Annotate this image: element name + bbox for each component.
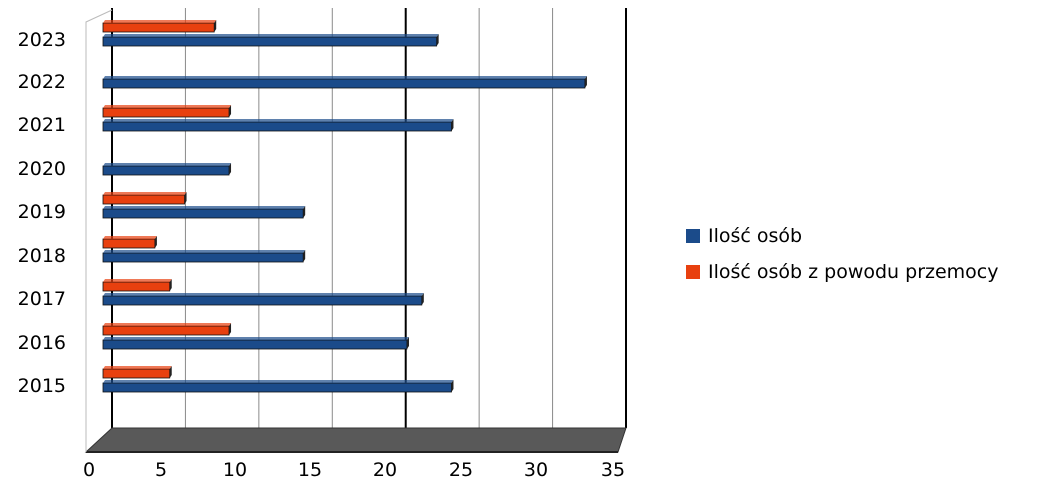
y-category-label: 2019 [18, 201, 66, 223]
x-tick-label: 35 [601, 459, 625, 481]
bar-series-1-cap [436, 34, 439, 46]
y-category-label: 2015 [18, 375, 66, 397]
legend-swatch-series-1 [686, 229, 700, 243]
bar-series-1-cap [584, 76, 587, 88]
bar-series-1 [102, 382, 452, 393]
bar-series-2-cap [169, 366, 172, 378]
bar-series-2-top [103, 236, 157, 239]
legend-item-series-1: Ilość osób [686, 218, 999, 254]
bar-series-2-top [103, 105, 232, 108]
bar-series-1-top [103, 163, 232, 166]
bar-series-1-cap [303, 206, 306, 218]
left-wall-edge [85, 9, 113, 452]
legend-item-series-2: Ilość osób z powodu przemocy [686, 254, 999, 290]
bar-series-2-cap [154, 236, 157, 248]
bar-series-2-top [103, 20, 217, 23]
bar-series-1-cap [451, 119, 454, 131]
y-category-label: 2017 [18, 288, 66, 310]
x-tick-label: 25 [449, 459, 473, 481]
bar-series-1-cap [421, 293, 424, 305]
bar-series-2 [102, 368, 171, 379]
bar-series-2 [102, 238, 156, 249]
y-category-label: 2022 [18, 71, 66, 93]
y-category-label: 2016 [18, 332, 66, 354]
x-tick-label: 0 [83, 459, 95, 481]
x-tick-label: 10 [223, 459, 247, 481]
x-tick-label: 20 [373, 459, 397, 481]
bar-series-2 [102, 22, 215, 33]
bar-series-1-top [103, 250, 306, 253]
chart-floor [84, 427, 627, 453]
bar-series-2-cap [214, 20, 217, 32]
bar-series-2 [102, 107, 230, 118]
bar-series-1 [102, 295, 423, 306]
legend-label-series-1: Ilość osób [708, 225, 803, 247]
chart-floor-slab [84, 427, 627, 453]
bar-series-2-cap [229, 105, 232, 117]
y-category-label: 2020 [18, 158, 66, 180]
bars [102, 20, 587, 393]
bar-series-1 [102, 78, 586, 89]
bar-series-1 [102, 121, 452, 132]
bar-series-1-cap [406, 337, 409, 349]
bar-series-2-top [103, 279, 172, 282]
bar-series-2-cap [184, 192, 187, 204]
bar-series-1-top [103, 34, 439, 37]
x-tick-label: 5 [155, 459, 167, 481]
y-category-label: 2023 [18, 29, 66, 51]
bar-series-1-top [103, 293, 424, 296]
bar-series-1-top [103, 337, 409, 340]
bar-series-2-cap [169, 279, 172, 291]
bar-series-2 [102, 281, 171, 292]
bar-series-2-top [103, 192, 187, 195]
bar-series-1-cap [451, 380, 454, 392]
bar-series-1 [102, 36, 438, 47]
legend-swatch-series-2 [686, 265, 700, 279]
bar-series-1-top [103, 206, 306, 209]
bar-series-1-top [103, 380, 454, 383]
bar-series-1-top [103, 119, 454, 122]
bar-series-1 [102, 339, 408, 350]
bar-series-2 [102, 325, 230, 336]
bar-series-1 [102, 208, 304, 219]
bar-series-1 [102, 252, 304, 263]
bar-series-1-cap [303, 250, 306, 262]
bar-series-1 [102, 165, 230, 176]
bar-series-2-top [103, 323, 232, 326]
legend: Ilość osób Ilość osób z powodu przemocy [686, 218, 999, 290]
axes [85, 9, 113, 452]
y-category-label: 2018 [18, 245, 66, 267]
bar-series-2 [102, 194, 185, 205]
tick-labels: 0 5 10 15 20 25 30 35 2015 2016 2017 2018 2019 2020 20… [18, 29, 625, 481]
x-tick-label: 15 [298, 459, 322, 481]
y-category-label: 2021 [18, 114, 66, 136]
bar-series-2-top [103, 366, 172, 369]
x-tick-label: 30 [524, 459, 548, 481]
bar-series-1-top [103, 76, 587, 79]
bar-series-2-cap [229, 323, 232, 335]
bar-series-1-cap [229, 163, 232, 175]
legend-label-series-2: Ilość osób z powodu przemocy [708, 261, 999, 283]
